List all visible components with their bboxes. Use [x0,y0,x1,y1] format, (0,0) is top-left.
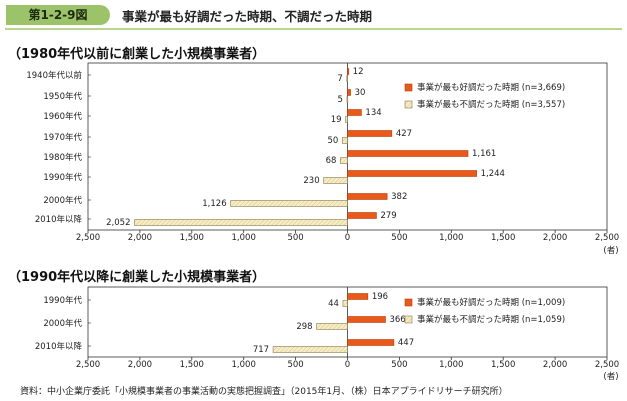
category-label: 2000年代 [43,318,82,329]
x-tick-label: 500 [287,360,303,370]
good-value-label: 1,244 [481,169,505,179]
legend-bad-label: 事業が最も不調だった時期 (n=1,059) [417,314,565,325]
good-period-bar [347,89,351,96]
bad-period-bar [346,75,348,82]
good-value-label: 196 [372,292,388,302]
good-value-label: 279 [380,211,396,221]
good-value-label: 134 [365,108,381,118]
good-period-bar [347,293,369,300]
category-label: 2010年以降 [35,214,83,225]
x-tick-label: 1,000 [439,233,463,243]
bad-value-label: 7 [337,74,342,84]
category-label: 2000年代 [43,195,82,206]
legend-good-label: 事業が最も好調だった時期 (n=1,009) [417,297,565,308]
bad-value-label: 19 [331,115,342,125]
category-label: 1990年代 [43,172,82,183]
bad-value-label: 717 [253,345,269,355]
x-tick-label: 2,000 [128,360,152,370]
bad-value-label: 298 [296,322,312,332]
bad-period-bar [323,177,348,184]
x-unit-label: (者) [603,372,618,382]
x-tick-label: 2,000 [543,233,567,243]
good-period-bar [347,150,469,157]
x-tick-label: 1,000 [232,360,256,370]
legend-bad-swatch [404,315,413,324]
good-period-bar [347,339,395,346]
legend-good-swatch [404,83,413,92]
good-value-label: 12 [353,67,364,77]
x-tick-label: 1,000 [232,233,256,243]
good-period-bar [347,212,377,219]
good-value-label: 427 [396,129,412,139]
figure-title: 事業が最も好調だった時期、不調だった時期 [122,9,373,24]
good-value-label: 447 [398,338,414,348]
bad-value-label: 2,052 [106,218,130,228]
good-period-bar [347,316,386,323]
bad-value-label: 44 [328,299,339,309]
chart1-title: （1980年代以前に創業した小規模事業者） [8,47,266,62]
x-tick-label: 2,500 [76,360,100,370]
good-period-bar [347,109,362,116]
category-label: 1980年代 [43,152,82,163]
good-value-label: 30 [355,88,366,98]
bad-period-bar [346,96,349,103]
category-label: 1960年代 [43,111,82,122]
good-period-bar [347,130,393,137]
x-tick-label: 1,500 [491,233,515,243]
chart2-title: （1990年代以降に創業した小規模事業者） [8,270,266,285]
category-label: 1970年代 [43,132,82,143]
x-tick-label: 2,500 [76,233,100,243]
category-label: 1990年代 [43,295,82,306]
bad-period-bar [340,157,348,164]
bad-period-bar [272,346,348,353]
x-tick-label: 500 [391,233,407,243]
x-tick-label: 1,500 [180,233,204,243]
x-tick-label: 2,000 [543,360,567,370]
good-value-label: 1,161 [472,149,496,159]
category-label: 2010年以降 [35,341,83,352]
x-tick-label: 500 [287,233,303,243]
x-tick-label: 0 [345,233,350,243]
category-label: 1940年代以前 [26,70,82,81]
figure-number-badge: 第1-2-9図 [6,5,110,25]
x-tick-label: 1,000 [439,360,463,370]
legend-good-swatch [404,298,413,307]
x-tick-label: 1,500 [180,360,204,370]
x-unit-label: (者) [603,246,618,256]
x-tick-label: 500 [391,360,407,370]
x-tick-label: 2,000 [128,233,152,243]
category-label: 1950年代 [43,91,82,102]
good-period-bar [347,193,388,200]
good-value-label: 366 [389,315,405,325]
bad-period-bar [345,116,348,123]
x-tick-label: 2,500 [595,360,619,370]
x-tick-label: 0 [345,360,350,370]
bad-period-bar [342,300,348,307]
legend-good-label: 事業が最も好調だった時期 (n=3,669) [417,82,565,93]
x-tick-label: 1,500 [491,360,515,370]
legend-bad-swatch [404,100,413,109]
good-value-label: 382 [391,192,407,202]
bad-period-bar [316,323,348,330]
x-tick-label: 2,500 [595,233,619,243]
source-note: 資料：中小企業庁委託「小規模事業者の事業活動の実態把握調査」（2015年1月、（… [20,387,508,397]
good-period-bar [347,68,350,75]
bad-period-bar [342,137,348,144]
legend-bad-label: 事業が最も不調だった時期 (n=3,557) [417,99,565,110]
bad-value-label: 1,126 [202,199,226,209]
bad-value-label: 68 [326,156,337,166]
bad-value-label: 5 [338,95,343,105]
good-period-bar [347,170,477,177]
chart2-bar-chart: 2,500 2,000 1,500 1,000 500 0 500 1,000 1,500 2,0… [35,286,619,382]
bad-period-bar [134,219,348,226]
bad-value-label: 230 [303,176,319,186]
chart1-bar-chart: 2,500 2,000 1,500 1,000 500 0 500 1,000 1,500 2,0… [26,62,619,256]
bad-period-bar [230,200,348,207]
bad-value-label: 50 [327,136,338,146]
